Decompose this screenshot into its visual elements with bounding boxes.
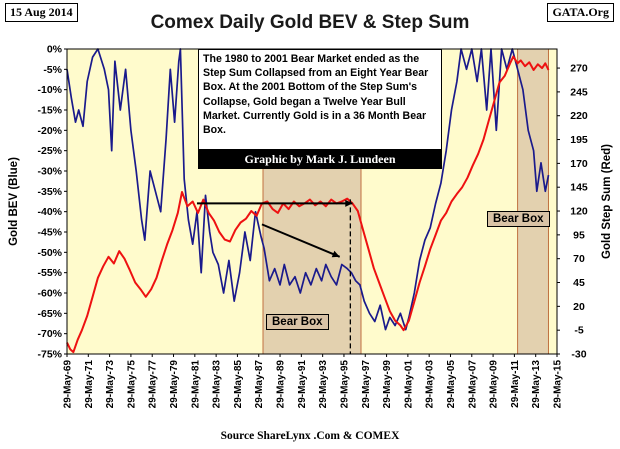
x-tick-label: 29-May-89	[276, 360, 287, 409]
y2-tick-label: -30	[571, 349, 586, 361]
y2-tick-label: 120	[570, 206, 588, 218]
x-tick-label: 29-May-01	[403, 360, 414, 409]
y2-tick-label: 170	[570, 158, 588, 170]
y2-tick-label: 145	[570, 182, 588, 194]
x-tick-label: 29-May-87	[254, 360, 265, 409]
annotation-note: The 1980 to 2001 Bear Market ended as th…	[198, 49, 442, 150]
source-note: Source ShareLynx .Com & COMEX	[220, 430, 400, 442]
y2-tick-label: 245	[570, 86, 588, 98]
x-tick-label: 29-May-05	[446, 360, 457, 409]
x-tick-label: 29-May-83	[212, 360, 223, 409]
y2-tick-label: 70	[573, 253, 585, 265]
y-tick-label: -50%	[37, 247, 62, 259]
x-tick-label: 29-May-81	[190, 360, 201, 409]
date-label: 15 Aug 2014	[5, 3, 78, 22]
y2-axis-label: Gold Step Sum (Red)	[601, 144, 613, 259]
y-tick-label: -20%	[37, 125, 62, 137]
arrow-head-2	[331, 250, 340, 258]
bear-box-2	[517, 48, 549, 355]
y-tick-label: -15%	[37, 105, 62, 117]
x-tick-label: 29-May-91	[297, 360, 308, 409]
site-label: GATA.Org	[547, 3, 614, 22]
y-tick-label: -65%	[37, 308, 62, 320]
x-tick-label: 29-May-03	[425, 360, 436, 409]
y2-tick-label: 95	[573, 229, 585, 241]
y2-tick-label: -5	[574, 325, 583, 337]
y-tick-label: -75%	[37, 349, 62, 361]
bear-box-label-2: Bear Box	[487, 211, 550, 227]
x-tick-label: 29-May-73	[105, 360, 116, 409]
credit-banner: Graphic by Mark J. Lundeen	[198, 150, 442, 169]
y-tick-label: -45%	[37, 227, 62, 239]
x-tick-label: 29-May-77	[148, 360, 159, 409]
y-tick-label: -5%	[43, 64, 62, 76]
x-tick-label: 29-May-97	[361, 360, 372, 409]
y-tick-label: 0%	[47, 44, 63, 56]
axes: 0% -5% -10% -15% -20% -25% -30% -35% -40% -45% -50…	[8, 44, 613, 409]
x-tick-label: 29-May-09	[489, 360, 500, 409]
x-tick-label: 29-May-13	[531, 360, 542, 409]
x-tick-label: 29-May-95	[339, 360, 350, 409]
y-tick-label: -60%	[37, 288, 62, 300]
y-tick-label: -30%	[37, 166, 62, 178]
chart-title: Comex Daily Gold BEV & Step Sum	[150, 12, 470, 33]
x-tick-label: 29-May-93	[318, 360, 329, 409]
annotation-arrows	[196, 199, 353, 354]
x-tick-label: 29-May-75	[126, 360, 137, 409]
y-tick-label: -25%	[37, 145, 62, 157]
y2-tick-label: 20	[573, 301, 585, 313]
y-tick-label: -55%	[37, 267, 62, 279]
bear-box-label-1: Bear Box	[266, 314, 329, 330]
y2-tick-label: 45	[573, 277, 585, 289]
y2-tick-label: 270	[570, 63, 588, 75]
y-tick-label: -35%	[37, 186, 62, 198]
x-tick-label: 29-May-69	[63, 360, 74, 409]
arrow-head-1	[345, 199, 353, 207]
y-tick-label: -40%	[37, 206, 62, 218]
y-tick-label: -10%	[37, 84, 62, 96]
x-tick-label: 29-May-79	[169, 360, 180, 409]
y2-tick-label: 195	[570, 134, 588, 146]
x-tick-label: 29-May-85	[233, 360, 244, 409]
x-tick-label: 29-May-15	[553, 360, 564, 409]
y-tick-label: -70%	[37, 328, 62, 340]
x-tick-label: 29-May-71	[84, 360, 95, 409]
x-tick-label: 29-May-11	[510, 360, 521, 408]
bev-line	[66, 48, 550, 331]
y-axis-label: Gold BEV (Blue)	[8, 157, 20, 246]
arrow-line-2	[261, 223, 341, 258]
y2-tick-label: 220	[570, 110, 588, 122]
x-tick-label: 29-May-99	[382, 360, 393, 409]
x-tick-label: 29-May-07	[467, 360, 478, 409]
